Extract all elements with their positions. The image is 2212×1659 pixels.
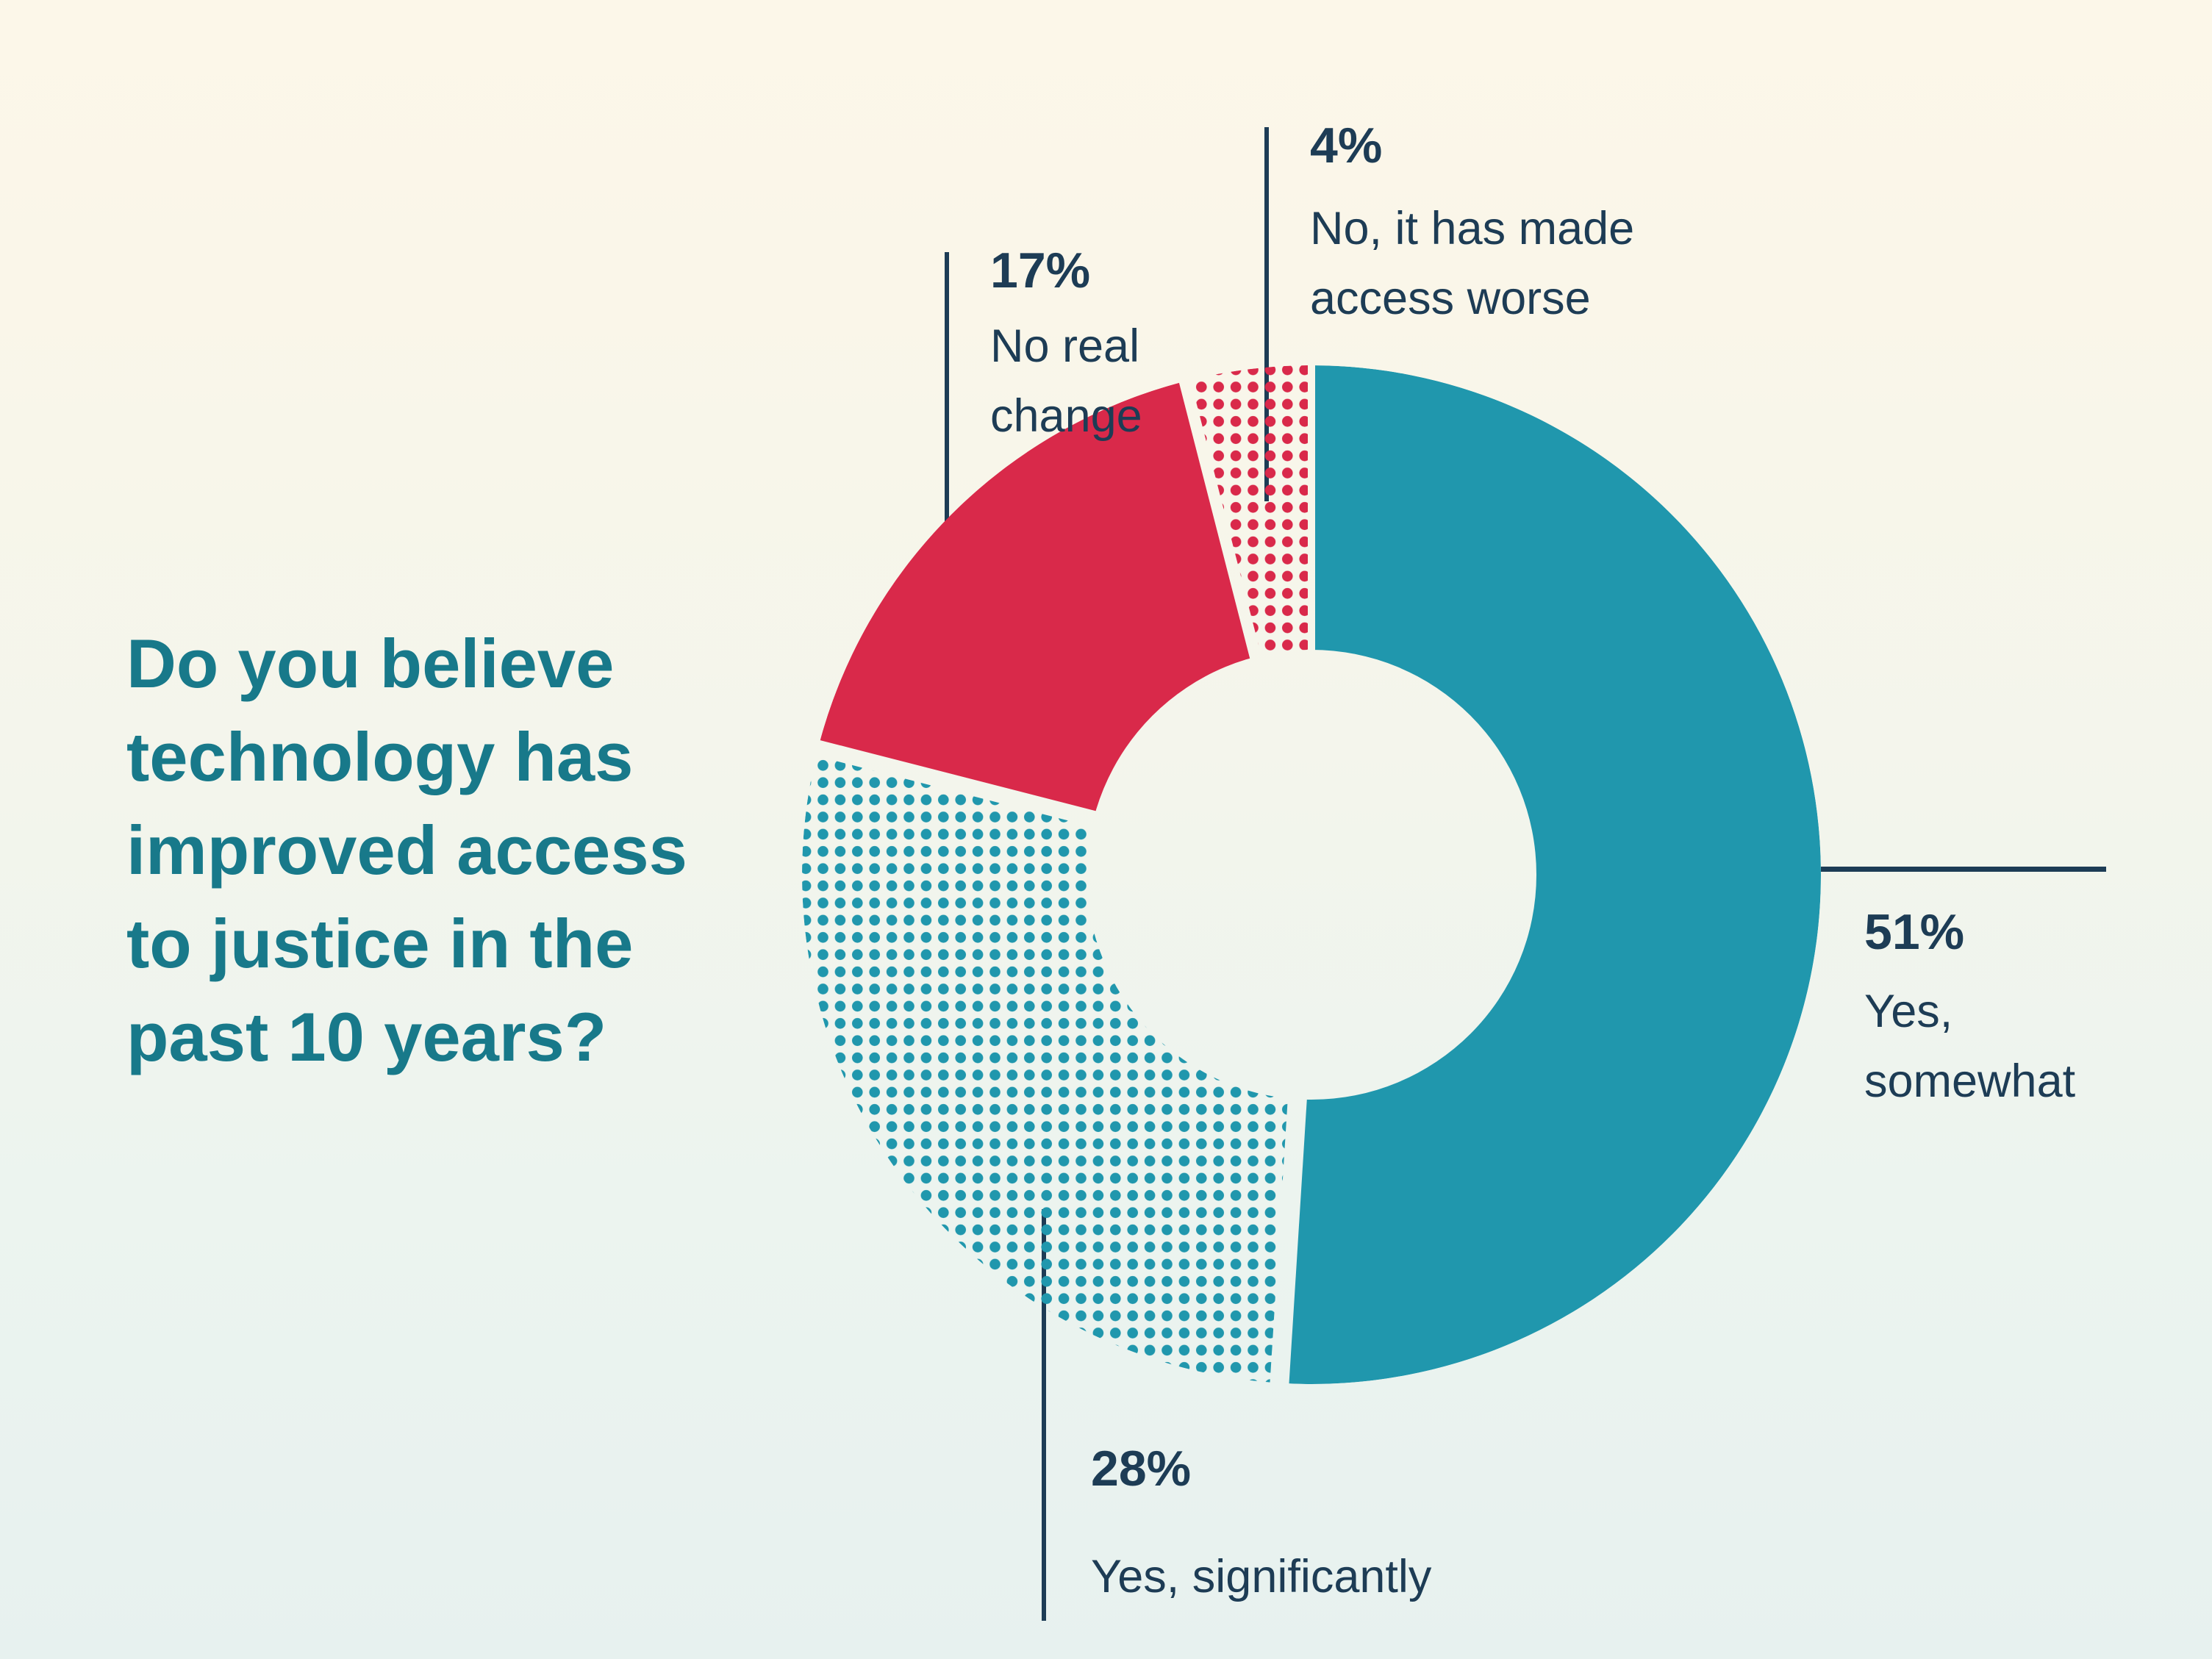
percentage-value: 28% (1091, 1441, 1192, 1497)
leader-line-yes-somewhat (1821, 867, 2106, 872)
question-line: past 10 years? (126, 998, 607, 1075)
segment-no-real-change (817, 381, 1311, 875)
question-line: technology has (126, 718, 634, 795)
callout-no-made-access-worse: 4% No, it has made access worse (1310, 121, 1634, 334)
callout-text-line: change (990, 390, 1142, 442)
callout-text-line: somewhat (1864, 1056, 2076, 1107)
question-line: Do you believe (126, 625, 615, 702)
leader-line-worse (1264, 127, 1269, 501)
percentage-value: 17% (990, 243, 1091, 298)
callout-yes-somewhat: 51% Yes, somewhat (1864, 907, 2075, 1117)
question-line: to justice in the (126, 905, 634, 982)
callout-text-line: No, it has made (1310, 203, 1635, 254)
segment-yes-somewhat (1279, 365, 1821, 1384)
callout-yes-significantly: 28% Yes, significantly (1091, 1444, 1431, 1612)
survey-question: Do you believe technology has improved a… (126, 617, 687, 1083)
leader-line-yes-significantly (1042, 1209, 1046, 1621)
callout-text-line: No real (990, 320, 1140, 372)
segment-no-it-has-made-access-worse (1184, 365, 1311, 875)
callout-text-line: Yes, (1864, 986, 1953, 1037)
percentage-value: 51% (1864, 904, 1965, 960)
question-line: improved access (126, 811, 687, 889)
donut-segments (802, 365, 1821, 1384)
callout-no-real-change: 17% No real change (990, 246, 1142, 451)
callout-text-line: access worse (1310, 273, 1591, 324)
segment-yes-significantly (802, 748, 1311, 1383)
percentage-value: 4% (1310, 118, 1383, 173)
leader-line-no-real-change (945, 252, 949, 687)
callout-text-line: Yes, significantly (1091, 1551, 1432, 1602)
